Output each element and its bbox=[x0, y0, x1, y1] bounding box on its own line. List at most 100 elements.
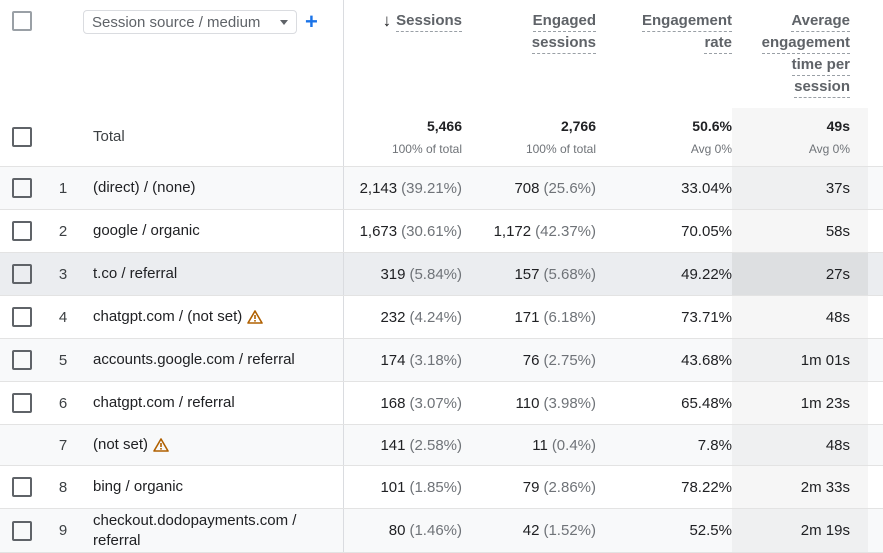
row-checkbox[interactable] bbox=[12, 520, 32, 541]
row-checkbox[interactable] bbox=[12, 178, 32, 198]
row-index: 1 bbox=[58, 179, 68, 197]
row-engaged-sessions: 157 (5.68%) bbox=[462, 253, 596, 295]
engaged-value: 110 bbox=[515, 394, 540, 412]
row-index: 8 bbox=[58, 478, 68, 496]
row-avg-engagement-time: 27s bbox=[732, 253, 868, 295]
totals-row: Total 5,466 100% of total 2,766 100% of … bbox=[0, 108, 883, 167]
row-dimension: chatgpt.com / referral bbox=[82, 382, 344, 424]
table-row[interactable]: 3 t.co / referral 319 (5.84%) 157 (5.68%) … bbox=[0, 253, 883, 296]
sessions-percent: (3.18%) bbox=[409, 351, 462, 369]
row-engaged-sessions: 79 (2.86%) bbox=[462, 466, 596, 508]
totals-sub: Avg 0% bbox=[690, 142, 732, 156]
table-row[interactable]: 2 google / organic 1,673 (30.61%) 1,172 (4… bbox=[0, 210, 883, 253]
column-header-label: Average bbox=[791, 10, 850, 32]
select-all-cell bbox=[0, 0, 44, 108]
totals-check-cell bbox=[0, 108, 44, 166]
table-row[interactable]: 5 accounts.google.com / referral 174 (3.1… bbox=[0, 339, 883, 382]
column-header-label: Sessions bbox=[396, 10, 462, 32]
row-checkbox[interactable] bbox=[12, 350, 32, 370]
row-avg-engagement-time: 58s bbox=[732, 210, 868, 252]
table-row[interactable]: 6 chatgpt.com / referral 168 (3.07%) 110(… bbox=[0, 382, 883, 425]
table-row[interactable]: 8 bing / organic 101 (1.85%) 79 (2.86%) 78… bbox=[0, 466, 883, 509]
engaged-percent: (25.6%) bbox=[543, 179, 596, 197]
row-check-cell bbox=[0, 210, 44, 252]
sessions-value: 80 bbox=[388, 522, 406, 539]
column-header-sessions[interactable]: ↓ Sessions bbox=[344, 0, 462, 108]
dimension-select-label: Session source / medium bbox=[92, 13, 261, 31]
dimension-value: bing / organic bbox=[93, 478, 184, 495]
row-sessions: 174 (3.18%) bbox=[344, 339, 462, 381]
row-engagement-rate: 52.5% bbox=[689, 522, 732, 539]
table-row[interactable]: 1 (direct) / (none) 2,143 (39.21%) 708 (25… bbox=[0, 167, 883, 210]
sessions-value: 168 bbox=[380, 394, 406, 412]
totals-engaged-sessions: 2,766 100% of total bbox=[462, 108, 596, 166]
sessions-percent: (2.58%) bbox=[409, 436, 462, 454]
row-sessions: 168 (3.07%) bbox=[344, 382, 462, 424]
table-row[interactable]: 9 checkout.dodopayments.com / referral 8… bbox=[0, 509, 883, 553]
sessions-percent: (5.84%) bbox=[409, 265, 462, 283]
plus-icon[interactable]: + bbox=[305, 9, 318, 34]
engaged-value: 157 bbox=[514, 265, 540, 283]
row-dimension: checkout.dodopayments.com / referral bbox=[82, 509, 344, 552]
engaged-percent: (6.18%) bbox=[543, 308, 596, 326]
dimension-value: (direct) / (none) bbox=[93, 179, 196, 196]
table-row[interactable]: 4 chatgpt.com / (not set) 232 (4.24%) 171… bbox=[0, 296, 883, 339]
engaged-value: 1,172 bbox=[493, 222, 532, 240]
dimension-value: google / organic bbox=[93, 222, 200, 239]
column-header-label: Engaged bbox=[532, 10, 596, 32]
sessions-percent: (3.07%) bbox=[409, 394, 462, 412]
totals-value: 49s bbox=[826, 118, 850, 134]
row-checkbox[interactable] bbox=[12, 393, 32, 413]
sessions-value: 101 bbox=[380, 478, 406, 496]
row-check-cell bbox=[0, 382, 44, 424]
row-check-cell bbox=[0, 339, 44, 381]
totals-avg-engagement-time: 49s Avg 0% bbox=[732, 108, 868, 166]
engaged-value: 708 bbox=[514, 179, 540, 197]
row-dimension: (direct) / (none) bbox=[82, 167, 344, 209]
totals-index bbox=[44, 108, 82, 166]
row-dimension: google / organic bbox=[82, 210, 344, 252]
row-engagement-rate: 70.05% bbox=[681, 222, 732, 240]
row-engaged-sessions: 708 (25.6%) bbox=[462, 167, 596, 209]
column-header-engaged-sessions[interactable]: Engaged sessions bbox=[462, 0, 596, 108]
warning-icon bbox=[247, 310, 264, 324]
table-row[interactable]: 7 (not set) 141 (2.58%) 11 (0.4%) 7.8% 48s bbox=[0, 425, 883, 466]
arrow-down-icon: ↓ bbox=[382, 11, 392, 30]
row-engaged-sessions: 11 (0.4%) bbox=[462, 425, 596, 465]
row-avg-engagement-time: 37s bbox=[732, 167, 868, 209]
row-index: 7 bbox=[58, 436, 68, 454]
row-checkbox[interactable] bbox=[12, 307, 32, 327]
row-engagement-rate: 49.22% bbox=[681, 265, 732, 283]
row-check-cell bbox=[0, 425, 44, 465]
select-all-checkbox[interactable] bbox=[12, 11, 32, 31]
sessions-value: 2,143 bbox=[359, 179, 398, 197]
row-check-cell bbox=[0, 253, 44, 295]
dimension-select[interactable]: Session source / medium bbox=[83, 10, 297, 34]
engaged-percent: (5.68%) bbox=[543, 265, 596, 283]
row-engagement-rate: 65.48% bbox=[681, 394, 732, 412]
warning-icon bbox=[153, 438, 169, 452]
caret-down-icon bbox=[280, 19, 288, 25]
dimension-value: t.co / referral bbox=[93, 265, 178, 282]
row-sessions: 80 (1.46%) bbox=[344, 509, 462, 552]
row-engagement-rate: 73.71% bbox=[681, 308, 732, 326]
row-checkbox[interactable] bbox=[12, 477, 32, 497]
row-engaged-sessions: 110 (3.98%) bbox=[462, 382, 596, 424]
row-sessions: 319 (5.84%) bbox=[344, 253, 462, 295]
row-checkbox[interactable] bbox=[12, 264, 32, 284]
sessions-percent: (30.61%) bbox=[401, 222, 462, 240]
row-dimension: bing / organic bbox=[82, 466, 344, 508]
row-index: 4 bbox=[58, 308, 68, 326]
engaged-percent: (1.52%) bbox=[543, 522, 596, 539]
column-header-avg-engagement-time[interactable]: Average engagement time per session bbox=[732, 0, 868, 108]
engaged-percent: (3.98%) bbox=[543, 394, 596, 412]
row-avg-engagement-time: 2m 33s bbox=[732, 466, 868, 508]
engaged-percent: (2.75%) bbox=[543, 351, 596, 369]
column-header-engagement-rate[interactable]: Engagement rate bbox=[596, 0, 732, 108]
row-dimension: chatgpt.com / (not set) bbox=[82, 296, 344, 338]
row-avg-engagement-time: 48s bbox=[732, 425, 868, 465]
row-engaged-sessions: 76 (2.75%) bbox=[462, 339, 596, 381]
totals-checkbox[interactable] bbox=[12, 127, 32, 147]
row-checkbox[interactable] bbox=[12, 221, 32, 241]
